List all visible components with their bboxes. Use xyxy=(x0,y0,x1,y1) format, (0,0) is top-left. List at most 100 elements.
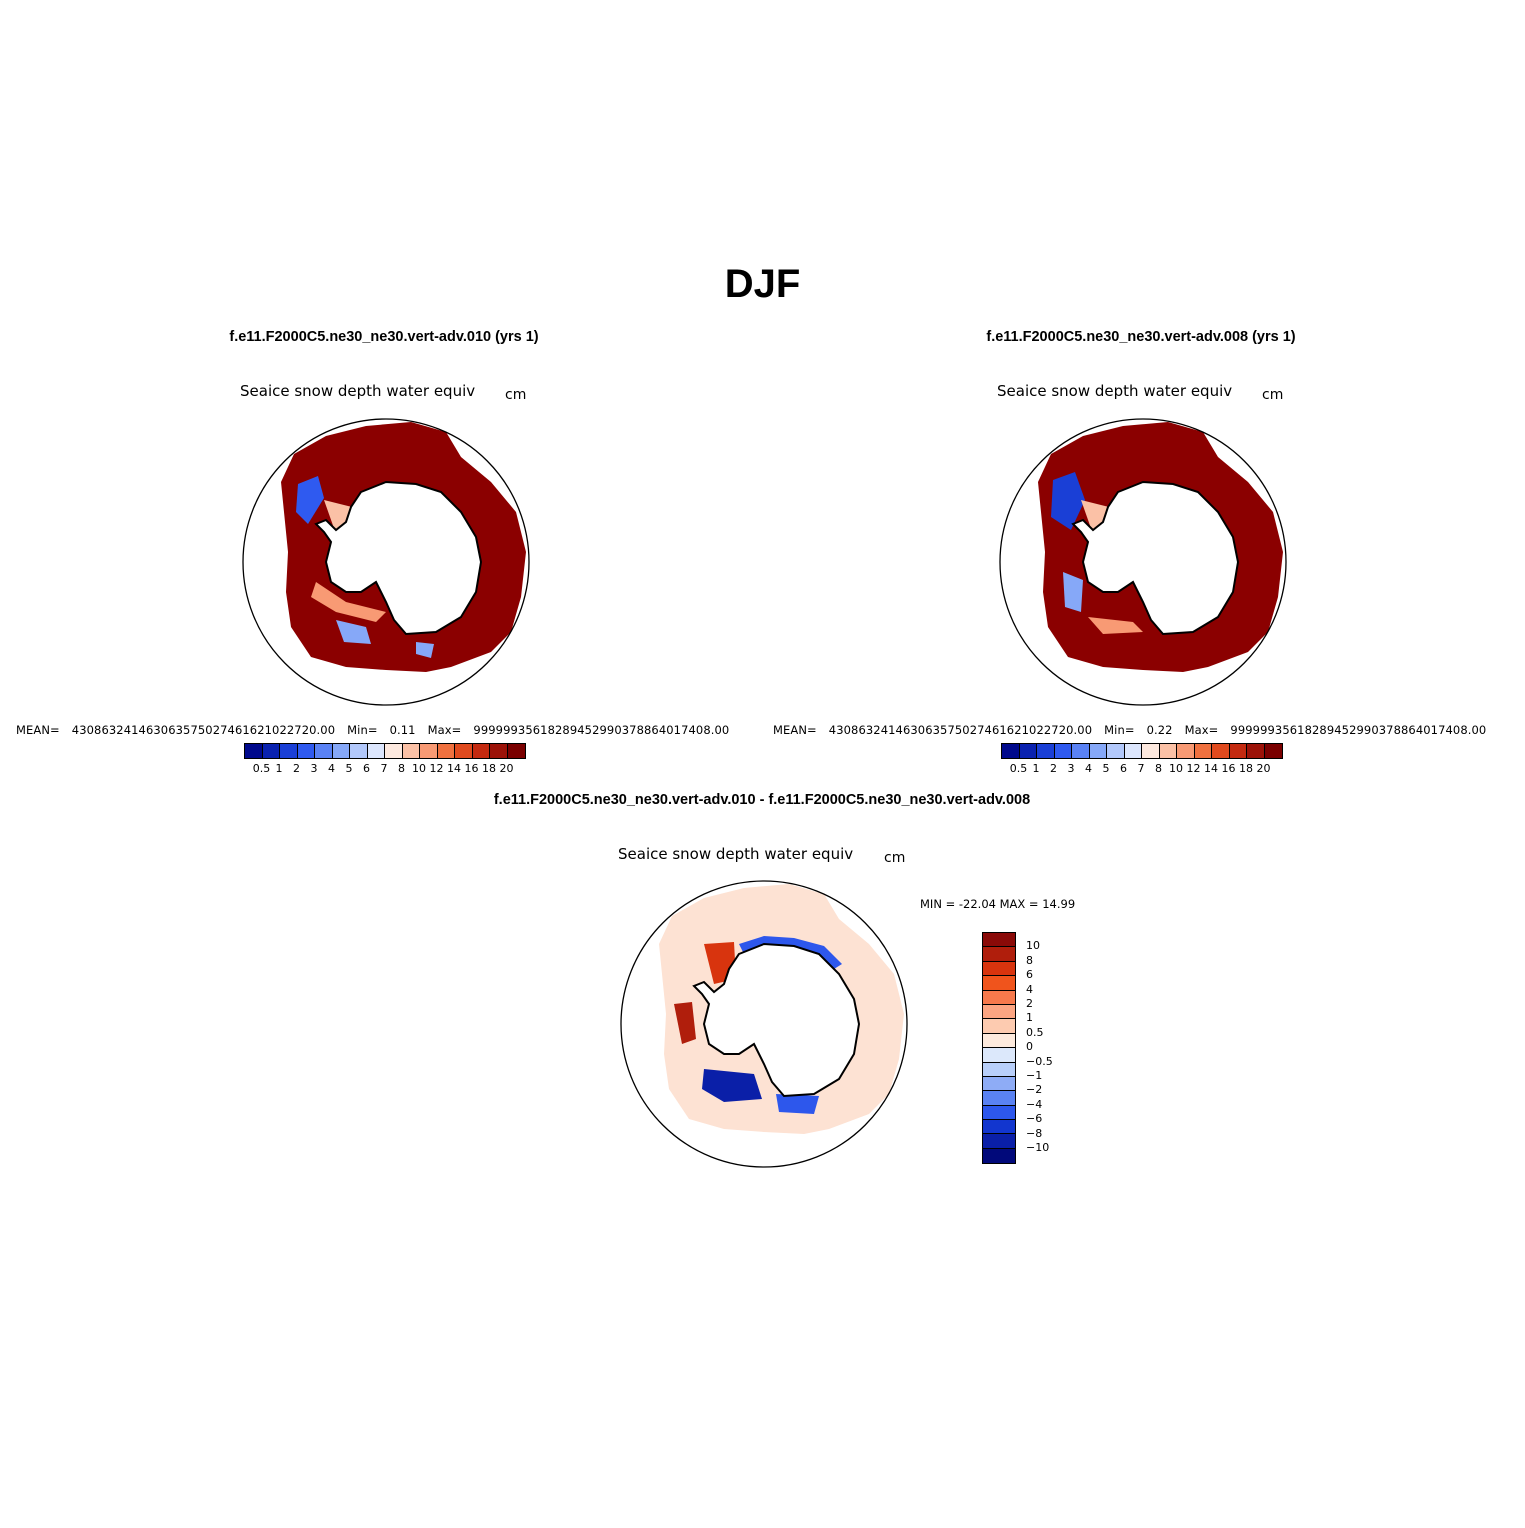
panel-left-stats: MEAN= 430863241463063575027461621022720.0… xyxy=(16,723,741,737)
colorbar-tick-label: −0.5 xyxy=(1026,1054,1053,1068)
colorbar-tick-label: 4 xyxy=(1085,762,1092,775)
colorbar-swatch xyxy=(983,1105,1015,1121)
panel-left-blue-anomaly-east xyxy=(416,642,434,658)
colorbar-swatch xyxy=(1037,744,1055,758)
colorbar-tick-label: 6 xyxy=(1120,762,1127,775)
colorbar-swatch xyxy=(983,1148,1015,1164)
colorbar-tick-label: 10 xyxy=(1169,762,1183,775)
colorbar-swatch xyxy=(1177,744,1195,758)
colorbar-tick-label: 14 xyxy=(1204,762,1218,775)
diff-max-label: MAX = xyxy=(999,897,1039,911)
colorbar-swatch xyxy=(1247,744,1265,758)
panel-left-min-label: Min= xyxy=(347,723,378,737)
figure-title: DJF xyxy=(724,262,801,306)
panel-right-mean-value: 430863241463063575027461621022720.00 xyxy=(828,723,1093,737)
diff-case-title: f.e11.F2000C5.ne30_ne30.vert-adv.010 - f… xyxy=(493,792,1031,808)
colorbar-swatch xyxy=(983,990,1015,1005)
colorbar-tick-label: 12 xyxy=(1186,762,1201,775)
colorbar-swatch xyxy=(315,744,333,758)
diff-map xyxy=(620,880,908,1168)
colorbar-swatch xyxy=(983,976,1015,991)
colorbar-tick-label: 20 xyxy=(499,762,514,775)
colorbar-swatch xyxy=(437,744,455,758)
panel-left-coastal-band xyxy=(311,582,386,622)
colorbar-tick-label: 14 xyxy=(447,762,461,775)
panel-right-min-value: 0.22 xyxy=(1146,723,1173,737)
colorbar-tick-label: 5 xyxy=(1102,762,1110,775)
colorbar-swatch xyxy=(1229,744,1247,758)
panel-left-max-label: Max= xyxy=(427,723,462,737)
colorbar-swatch xyxy=(983,1004,1015,1020)
panel-right-map-boundary xyxy=(999,418,1287,706)
colorbar-tick-label: 20 xyxy=(1256,762,1271,775)
colorbar-swatch xyxy=(1212,744,1230,758)
panel-left-colorbar xyxy=(244,743,526,759)
colorbar-swatch xyxy=(455,744,473,758)
panel-left-antarctica xyxy=(314,480,483,636)
panel-right-case-title: f.e11.F2000C5.ne30_ne30.vert-adv.008 (yr… xyxy=(986,329,1296,345)
diff-min-value: -22.04 xyxy=(958,897,996,911)
colorbar-swatch xyxy=(1194,744,1212,758)
colorbar-swatch xyxy=(507,744,525,758)
colorbar-swatch xyxy=(1089,744,1107,758)
panel-right-stats: MEAN= 430863241463063575027461621022720.0… xyxy=(773,723,1498,737)
colorbar-swatch xyxy=(1054,744,1072,758)
colorbar-tick-label: −8 xyxy=(1026,1126,1043,1140)
panel-right-coastal-band xyxy=(1088,617,1143,634)
colorbar-tick-label: 18 xyxy=(482,762,496,775)
colorbar-tick-label: −1 xyxy=(1026,1069,1043,1082)
panel-right-variable-label: Seaice snow depth water equiv xyxy=(997,382,1233,400)
diff-min-label: MIN = xyxy=(920,897,956,911)
colorbar-tick-label: 0.5 xyxy=(1026,1025,1044,1039)
panel-left-blue-anomaly-west xyxy=(296,476,324,524)
colorbar-swatch xyxy=(983,1120,1015,1135)
panel-right-min-label: Min= xyxy=(1104,723,1135,737)
panel-left-blue-anomaly-south xyxy=(336,620,371,644)
colorbar-tick-label: 18 xyxy=(1239,762,1253,775)
panel-right-max-label: Max= xyxy=(1184,723,1219,737)
diff-antarctica xyxy=(692,942,861,1098)
colorbar-swatch xyxy=(1159,744,1177,758)
colorbar-swatch xyxy=(332,744,350,758)
colorbar-swatch xyxy=(983,1091,1015,1106)
colorbar-tick-label: 1 xyxy=(275,762,283,775)
diff-variable-label: Seaice snow depth water equiv xyxy=(618,845,854,863)
colorbar-swatch xyxy=(280,744,298,758)
panel-right-colorbar xyxy=(1001,743,1283,759)
colorbar-tick-label: 12 xyxy=(429,762,444,775)
colorbar-swatch xyxy=(983,1033,1015,1049)
colorbar-swatch xyxy=(490,744,508,758)
diff-blue-anomaly-south xyxy=(702,1069,762,1102)
colorbar-tick-label: 2 xyxy=(1050,762,1057,775)
colorbar-swatch xyxy=(983,1076,1015,1092)
panel-right-blue-anomaly-south xyxy=(1063,572,1083,612)
colorbar-tick-label: 8 xyxy=(398,762,405,775)
colorbar-swatch xyxy=(402,744,420,758)
diff-blue-anomaly-southeast xyxy=(776,1094,819,1114)
diff-red-anomaly-west xyxy=(674,1002,696,1044)
panel-left-variable-label: Seaice snow depth water equiv xyxy=(240,382,476,400)
colorbar-tick-label: 8 xyxy=(1155,762,1162,775)
colorbar-swatch xyxy=(385,744,403,758)
diff-min-max: MIN = -22.04 MAX = 14.99 xyxy=(920,897,1075,911)
colorbar-tick-label: 6 xyxy=(1026,968,1033,982)
colorbar-swatch xyxy=(350,744,368,758)
colorbar-tick-label: 1 xyxy=(1032,762,1040,775)
panel-right-mean-label: MEAN= xyxy=(773,723,817,737)
colorbar-swatch xyxy=(983,961,1015,977)
colorbar-tick-label: 0 xyxy=(1026,1040,1033,1054)
colorbar-swatch xyxy=(1072,744,1090,758)
colorbar-swatch xyxy=(983,1019,1015,1034)
colorbar-tick-label: 1 xyxy=(1026,1011,1033,1025)
colorbar-swatch xyxy=(367,744,385,758)
colorbar-swatch xyxy=(983,1062,1015,1077)
colorbar-tick-label: −4 xyxy=(1026,1097,1043,1111)
colorbar-tick-label: −2 xyxy=(1026,1083,1043,1097)
colorbar-tick-label: 0.5 xyxy=(252,762,271,775)
colorbar-tick-label: 3 xyxy=(1067,762,1075,775)
panel-right-colorbar-labels: 0.5 1 2 3 4 5 6 7 8 10 12 14 16 18 20 xyxy=(1001,762,1281,776)
panel-left-units: cm xyxy=(505,387,527,403)
panel-left-case-title: f.e11.F2000C5.ne30_ne30.vert-adv.010 (yr… xyxy=(229,329,539,345)
panel-left-mean-label: MEAN= xyxy=(16,723,60,737)
